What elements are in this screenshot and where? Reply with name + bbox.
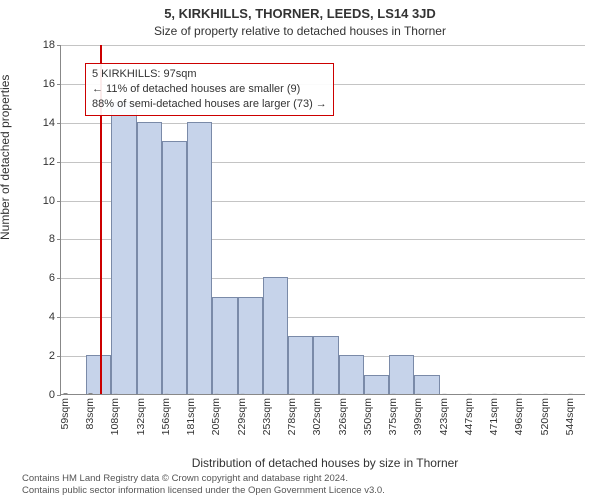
histogram-bar <box>263 277 288 394</box>
footnote: Contains HM Land Registry data © Crown c… <box>22 473 590 497</box>
histogram-bar <box>313 336 338 394</box>
histogram-bar <box>137 122 162 394</box>
x-tick-label: 520sqm <box>539 394 551 435</box>
x-tick-label: 423sqm <box>438 394 450 435</box>
y-tick-label: 14 <box>43 117 61 129</box>
y-tick-label: 18 <box>43 39 61 51</box>
y-tick-label: 2 <box>49 350 61 362</box>
histogram-bar <box>364 375 389 394</box>
footnote-line-2: Contains public sector information licen… <box>22 485 590 497</box>
x-tick-label: 181sqm <box>185 394 197 435</box>
y-tick-label: 12 <box>43 156 61 168</box>
y-tick-label: 10 <box>43 195 61 207</box>
footnote-line-1: Contains HM Land Registry data © Crown c… <box>22 473 590 485</box>
annotation-box: 5 KIRKHILLS: 97sqm ← 11% of detached hou… <box>85 63 334 116</box>
histogram-bar <box>414 375 439 394</box>
histogram-bar <box>187 122 212 394</box>
x-tick-label: 399sqm <box>412 394 424 435</box>
y-tick-label: 8 <box>49 233 61 245</box>
x-tick-label: 544sqm <box>564 394 576 435</box>
histogram-bar <box>111 102 136 394</box>
y-tick-label: 16 <box>43 78 61 90</box>
histogram-bar <box>86 355 111 394</box>
x-tick-label: 375sqm <box>387 394 399 435</box>
histogram-bar <box>288 336 313 394</box>
histogram-bar <box>238 297 263 394</box>
histogram-plot: 02468101214161859sqm83sqm108sqm132sqm156… <box>60 45 585 395</box>
x-tick-label: 205sqm <box>210 394 222 435</box>
x-tick-label: 132sqm <box>135 394 147 435</box>
x-tick-label: 350sqm <box>362 394 374 435</box>
x-tick-label: 83sqm <box>84 394 96 430</box>
x-axis-label: Distribution of detached houses by size … <box>60 456 590 470</box>
annotation-line-1: 5 KIRKHILLS: 97sqm <box>92 67 327 82</box>
page-subtitle: Size of property relative to detached ho… <box>0 24 600 38</box>
x-tick-label: 59sqm <box>59 394 71 430</box>
x-tick-label: 326sqm <box>337 394 349 435</box>
page-title: 5, KIRKHILLS, THORNER, LEEDS, LS14 3JD <box>0 6 600 21</box>
y-tick-label: 6 <box>49 272 61 284</box>
histogram-bar <box>162 141 187 394</box>
x-tick-label: 302sqm <box>311 394 323 435</box>
x-tick-label: 278sqm <box>286 394 298 435</box>
chart-container: 5, KIRKHILLS, THORNER, LEEDS, LS14 3JD S… <box>0 0 600 500</box>
x-tick-label: 229sqm <box>236 394 248 435</box>
histogram-bar <box>389 355 414 394</box>
x-tick-label: 496sqm <box>513 394 525 435</box>
x-tick-label: 108sqm <box>109 394 121 435</box>
annotation-line-2: ← 11% of detached houses are smaller (9) <box>92 82 327 97</box>
y-axis-label: Number of detached properties <box>0 75 12 240</box>
y-tick-label: 4 <box>49 311 61 323</box>
histogram-bar <box>339 355 364 394</box>
histogram-bar <box>212 297 237 394</box>
x-tick-label: 447sqm <box>463 394 475 435</box>
x-tick-label: 471sqm <box>488 394 500 435</box>
annotation-line-3: 88% of semi-detached houses are larger (… <box>92 97 327 112</box>
x-tick-label: 253sqm <box>261 394 273 435</box>
gridline <box>61 45 585 46</box>
x-tick-label: 156sqm <box>160 394 172 435</box>
